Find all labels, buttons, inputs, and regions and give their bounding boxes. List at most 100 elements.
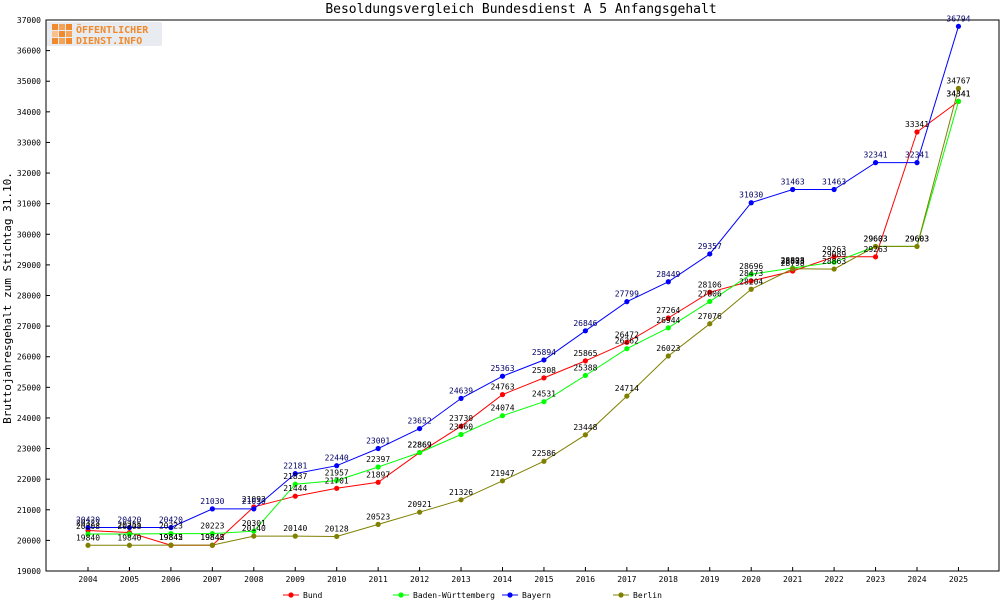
x-tick-label: 2011 bbox=[369, 575, 388, 584]
data-label-bund: 29263 bbox=[822, 245, 846, 254]
x-tick-label: 2008 bbox=[244, 575, 263, 584]
data-label-bund: 20323 bbox=[76, 519, 100, 528]
series-layer bbox=[85, 23, 962, 548]
legend-swatch-marker bbox=[398, 592, 404, 598]
data-point-baden-w-rttemberg bbox=[85, 531, 91, 537]
y-tick-label: 31000 bbox=[17, 200, 41, 209]
data-label-bayern: 24639 bbox=[449, 386, 473, 395]
data-point-bayern bbox=[707, 251, 713, 257]
data-point-berlin bbox=[790, 266, 796, 272]
data-point-bayern bbox=[665, 279, 671, 285]
y-tick-label: 30000 bbox=[17, 230, 41, 239]
y-tick-label: 29000 bbox=[17, 261, 41, 270]
data-label-bund: 21444 bbox=[283, 484, 307, 493]
data-label-bayern: 20420 bbox=[117, 516, 141, 525]
data-label-bund: 28106 bbox=[698, 280, 722, 289]
data-point-bayern bbox=[292, 471, 298, 477]
data-label-bund: 24763 bbox=[490, 383, 514, 392]
legend: Bund Baden-Württemberg Bayern Berlin bbox=[283, 591, 662, 600]
legend-entry: Berlin bbox=[633, 591, 662, 600]
y-tick-label: 27000 bbox=[17, 322, 41, 331]
x-tick-label: 2015 bbox=[534, 575, 553, 584]
series-line-berlin bbox=[88, 88, 959, 546]
data-point-bayern bbox=[126, 524, 133, 531]
data-label-bayern: 31463 bbox=[822, 177, 846, 186]
logo-background bbox=[46, 22, 162, 46]
y-tick-label: 32000 bbox=[17, 169, 41, 178]
logo-line1: ÖFFENTLICHER bbox=[76, 22, 149, 36]
data-point-baden-w-rttemberg bbox=[334, 477, 340, 484]
data-point-baden-w-rttemberg bbox=[375, 464, 381, 470]
data-point-bayern bbox=[375, 445, 381, 452]
logo-line2: DIENST.INFO bbox=[76, 36, 142, 47]
data-point-bund bbox=[707, 289, 713, 295]
data-label-baden-w-rttemberg: 24074 bbox=[490, 404, 514, 413]
y-tick-label: 25000 bbox=[17, 383, 41, 392]
x-tick-label: 2022 bbox=[824, 575, 843, 584]
x-tick-label: 2023 bbox=[866, 575, 885, 584]
data-point-bayern bbox=[458, 395, 464, 401]
x-tick-label: 2024 bbox=[907, 575, 926, 584]
plot-frame bbox=[45, 19, 1000, 572]
x-tick-label: 2010 bbox=[327, 575, 346, 584]
data-point-bund bbox=[624, 339, 630, 345]
data-point-berlin bbox=[707, 321, 713, 327]
data-label-baden-w-rttemberg: 25388 bbox=[573, 363, 597, 372]
data-point-berlin bbox=[168, 542, 174, 548]
data-label-baden-w-rttemberg: 28898 bbox=[781, 256, 805, 265]
data-point-baden-w-rttemberg bbox=[541, 399, 547, 405]
data-label-bund: 25865 bbox=[573, 349, 597, 358]
data-point-baden-w-rttemberg bbox=[748, 271, 754, 277]
data-label-baden-w-rttemberg: 34341 bbox=[946, 89, 970, 98]
data-label-bayern: 36794 bbox=[946, 14, 970, 23]
y-tick-label: 21000 bbox=[17, 506, 41, 515]
data-point-bund bbox=[458, 423, 464, 429]
data-point-baden-w-rttemberg bbox=[126, 531, 133, 537]
logo-square bbox=[52, 24, 58, 30]
data-label-berlin: 27076 bbox=[698, 312, 722, 321]
data-point-bayern bbox=[790, 186, 796, 193]
data-point-bayern bbox=[914, 160, 920, 166]
data-point-baden-w-rttemberg bbox=[624, 346, 630, 352]
legend-swatch-marker bbox=[618, 592, 624, 598]
data-label-baden-w-rttemberg: 29603 bbox=[864, 234, 888, 243]
data-label-berlin: 29603 bbox=[864, 234, 888, 243]
x-tick-label: 2014 bbox=[493, 575, 512, 584]
data-point-bund bbox=[292, 493, 298, 499]
chart-title: Besoldungsvergleich Bundesdienst A 5 Anf… bbox=[325, 2, 716, 17]
data-point-berlin bbox=[458, 497, 464, 503]
data-label-berlin: 21326 bbox=[449, 488, 473, 497]
y-tick-label: 37000 bbox=[17, 16, 41, 25]
legend-entry: Baden-Württemberg bbox=[413, 591, 495, 600]
logo-square bbox=[59, 38, 65, 44]
data-label-baden-w-rttemberg: 20301 bbox=[242, 519, 266, 528]
x-tick-label: 2018 bbox=[659, 575, 678, 584]
data-label-berlin: 29603 bbox=[905, 234, 929, 243]
data-label-baden-w-rttemberg: 20223 bbox=[200, 522, 224, 531]
data-point-baden-w-rttemberg bbox=[499, 413, 506, 419]
grid-squares-icon bbox=[52, 24, 72, 44]
data-point-berlin bbox=[375, 521, 381, 527]
x-tick-label: 2004 bbox=[78, 575, 97, 584]
data-point-bund bbox=[914, 129, 920, 135]
y-tick-label: 35000 bbox=[17, 77, 41, 86]
data-label-bayern: 32341 bbox=[905, 151, 929, 160]
data-label-bund: 21093 bbox=[242, 495, 266, 504]
data-label-berlin: 20128 bbox=[325, 524, 349, 533]
logo-square bbox=[52, 31, 58, 37]
data-label-bayern: 23652 bbox=[408, 417, 432, 426]
data-point-bayern bbox=[334, 463, 340, 469]
data-point-bayern bbox=[831, 186, 837, 193]
y-tick-label: 24000 bbox=[17, 414, 41, 423]
x-tick-label: 2017 bbox=[617, 575, 636, 584]
data-label-bund: 21897 bbox=[366, 470, 390, 479]
data-point-bayern bbox=[209, 506, 215, 512]
data-label-baden-w-rttemberg: 26262 bbox=[615, 337, 639, 346]
y-tick-label: 20000 bbox=[17, 536, 41, 545]
data-label-bund: 22869 bbox=[408, 441, 432, 450]
data-label-baden-w-rttemberg: 20208 bbox=[117, 522, 141, 531]
data-label-bayern: 27799 bbox=[615, 290, 639, 299]
data-point-berlin bbox=[955, 85, 962, 91]
data-point-bund bbox=[831, 254, 837, 260]
y-axis-label: Bruttojahresgehalt zum Stichtag 31.10. bbox=[1, 172, 14, 424]
